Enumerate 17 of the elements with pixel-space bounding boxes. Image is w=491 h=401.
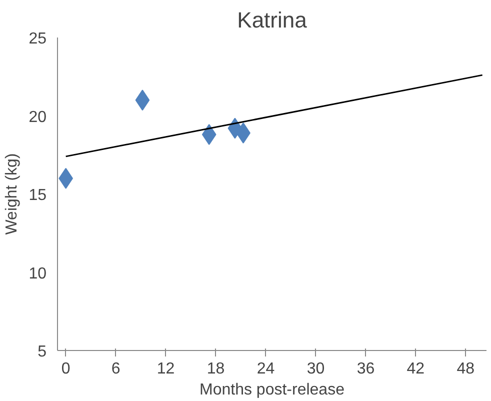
y-tick-label: 10	[28, 265, 47, 282]
y-tick-label: 15	[28, 187, 47, 204]
x-tick-label: 12	[156, 360, 175, 378]
x-tick-label: 0	[61, 360, 70, 378]
x-tick-label: 42	[406, 360, 425, 378]
y-tick-label: 25	[28, 30, 47, 48]
x-tick-label: 6	[111, 360, 120, 378]
x-tick-label: 30	[306, 360, 325, 378]
x-tick-label: 48	[456, 360, 475, 378]
x-tick-label: 36	[356, 360, 375, 378]
x-axis-title: Months post-release	[200, 382, 345, 398]
chart-title: Katrina	[237, 8, 308, 32]
y-axis-title: Weight (kg)	[4, 153, 21, 235]
y-tick-label: 20	[28, 108, 47, 126]
x-tick-label: 24	[256, 360, 275, 378]
x-tick-label: 18	[206, 360, 225, 378]
y-tick-label: 5	[38, 344, 47, 360]
